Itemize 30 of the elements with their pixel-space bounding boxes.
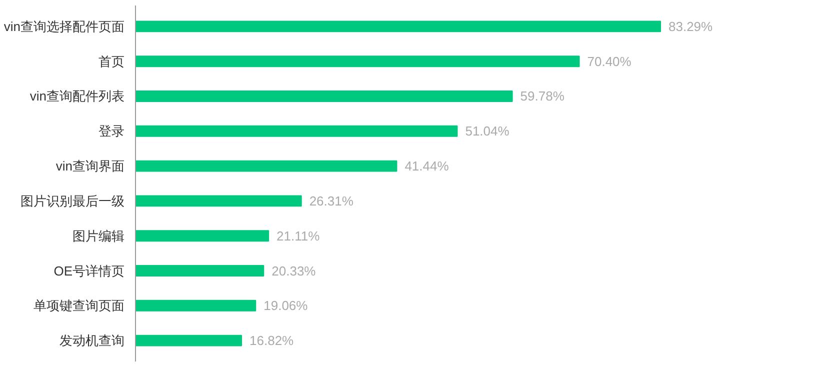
- bar: [136, 90, 513, 102]
- data-label: 41.44%: [404, 158, 450, 174]
- y-tick-label: 图片识别最后一级: [20, 193, 124, 208]
- y-tick-label: OE号详情页: [54, 263, 125, 278]
- bar: [136, 300, 256, 312]
- bar: [136, 56, 580, 68]
- bar: [136, 334, 242, 346]
- y-tick-label: 单项键查询页面: [34, 298, 124, 314]
- bar: [136, 265, 264, 276]
- bar: [136, 160, 398, 172]
- y-tick-label: 发动机查询: [60, 333, 124, 348]
- y-tick-label: vin查询界面: [56, 158, 125, 174]
- data-label: 16.82%: [250, 333, 294, 348]
- y-tick-label: 图片编辑: [72, 228, 124, 244]
- data-label: 59.78%: [520, 88, 565, 104]
- y-tick-label: 登录: [98, 124, 124, 139]
- y-tick-label: vin查询配件列表: [30, 88, 125, 104]
- y-tick-label: vin查询选择配件页面: [4, 18, 125, 34]
- data-label: 70.40%: [587, 54, 632, 69]
- bar: [136, 195, 302, 207]
- data-label: 51.04%: [465, 124, 510, 139]
- data-label: 26.31%: [309, 193, 354, 208]
- data-label: 20.33%: [272, 263, 316, 278]
- data-label: 83.29%: [668, 18, 714, 34]
- bar: [136, 125, 458, 137]
- bar: [136, 20, 661, 32]
- bar: [136, 230, 270, 242]
- data-label: 21.11%: [276, 228, 320, 244]
- y-tick-label: 首页: [98, 54, 124, 69]
- data-label: 19.06%: [264, 298, 308, 314]
